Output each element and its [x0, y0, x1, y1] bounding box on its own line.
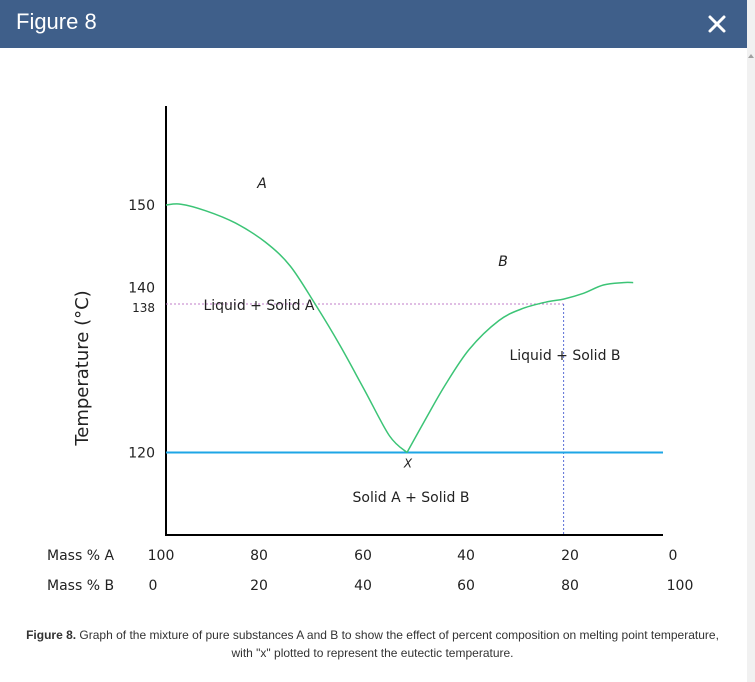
- x-tick-label: 60: [457, 578, 475, 594]
- x-tick-label: 100: [667, 578, 694, 594]
- phase-diagram-chart: 150 140 138 120 Temperature (°C) A B Liquid…: [47, 106, 694, 594]
- close-icon[interactable]: [699, 6, 735, 42]
- y-axis-label: Temperature (°C): [72, 290, 93, 446]
- curve-label-a: A: [256, 176, 267, 192]
- y-tick-label: 140: [128, 281, 155, 297]
- scrollbar[interactable]: [747, 0, 755, 682]
- x-tick-label: 0: [669, 548, 678, 564]
- x-tick-label: 40: [457, 548, 475, 564]
- x-tick-label: 80: [250, 548, 268, 564]
- dialog-title: Figure 8: [16, 9, 97, 34]
- x-tick-labels-mass-b: 0 20 40 60 80 100: [149, 578, 694, 594]
- dialog-header: Figure 8: [0, 0, 747, 48]
- curve-b: [406, 281, 634, 453]
- caption-prefix: Figure 8.: [26, 628, 77, 642]
- x-tick-label: 20: [250, 578, 268, 594]
- x-tick-label: 80: [561, 578, 579, 594]
- x-tick-label: 0: [149, 578, 158, 594]
- curve-label-b: B: [498, 254, 508, 270]
- x-tick-label: 100: [148, 548, 175, 564]
- x-row-label-mass-a: Mass % A: [47, 548, 114, 564]
- region-label-solid-a-solid-b: Solid A + Solid B: [353, 490, 470, 506]
- y-tick-label: 138: [132, 301, 155, 315]
- curve-a: [165, 203, 408, 454]
- x-tick-label: 40: [354, 578, 372, 594]
- y-tick-labels: 150 140 138 120: [128, 198, 155, 462]
- x-row-label-mass-b: Mass % B: [47, 578, 114, 594]
- scroll-up-icon[interactable]: [748, 54, 754, 58]
- x-tick-labels-mass-a: 100 80 60 40 20 0: [148, 548, 678, 564]
- y-tick-label: 150: [128, 198, 155, 214]
- region-label-liquid-solid-a: Liquid + Solid A: [203, 298, 314, 314]
- x-tick-label: 60: [354, 548, 372, 564]
- caption-text: Graph of the mixture of pure substances …: [76, 628, 719, 660]
- eutectic-point-label: X: [403, 457, 413, 471]
- y-tick-label: 120: [128, 446, 155, 462]
- x-tick-label: 20: [561, 548, 579, 564]
- region-label-liquid-solid-b: Liquid + Solid B: [509, 348, 620, 364]
- figure-caption: Figure 8. Graph of the mixture of pure s…: [20, 626, 725, 662]
